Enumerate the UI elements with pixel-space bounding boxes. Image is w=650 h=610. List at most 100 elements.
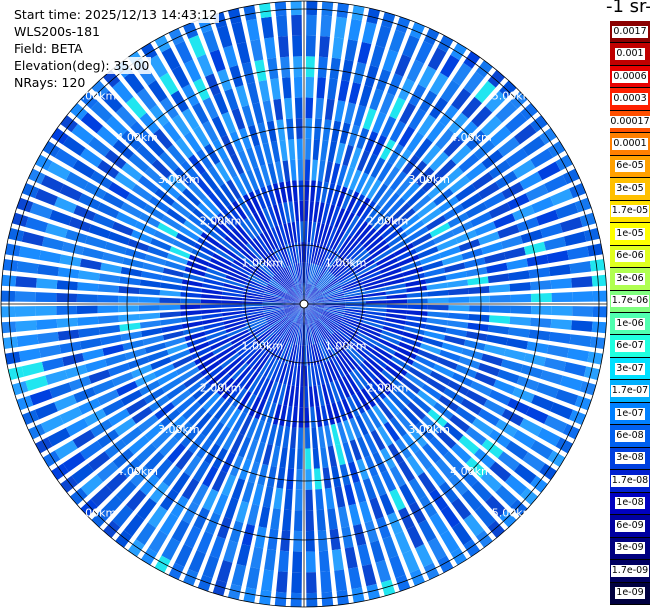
range-gate-cell — [352, 252, 371, 268]
range-gate-cell — [320, 278, 338, 292]
range-gate-cell — [305, 469, 313, 490]
range-gate-cell — [418, 519, 437, 543]
range-gate-cell — [275, 362, 285, 383]
range-gate-cell — [342, 212, 355, 233]
range-gate-cell — [65, 171, 89, 190]
range-gate-cell — [224, 235, 243, 252]
range-gate-cell — [217, 68, 233, 92]
range-gate-cell — [372, 183, 389, 204]
range-gate-cell — [221, 208, 239, 227]
colorbar-cell: 1.7e-09 — [610, 560, 650, 583]
range-gate-cell — [137, 414, 159, 433]
range-gate-cell — [147, 349, 169, 362]
range-gate-cell — [310, 323, 319, 344]
range-gate-cell — [285, 294, 304, 304]
range-gate-cell — [56, 317, 78, 328]
range-gate-cell — [427, 180, 448, 200]
range-gate-cell — [520, 229, 543, 244]
range-gate-cell — [25, 375, 49, 392]
range-gate-cell — [408, 160, 428, 181]
range-gate-cell — [461, 96, 483, 119]
range-gate-cell — [241, 62, 255, 85]
range-gate-cell — [513, 463, 537, 485]
range-gate-cell — [235, 500, 249, 523]
range-gate-cell — [78, 193, 101, 210]
colorbar: 0.0017 0.001 0.0006 0.0003 0.00017 0.0001 6e-0… — [609, 21, 650, 605]
range-gate-cell — [200, 308, 222, 314]
range-gate-cell — [131, 229, 153, 244]
range-gate-cell — [271, 360, 282, 381]
range-gate-cell — [54, 394, 77, 412]
range-gate-cell — [157, 222, 179, 238]
range-gate-cell — [300, 324, 303, 346]
range-gate-cell — [361, 21, 377, 45]
range-gate-cell — [495, 101, 518, 123]
range-gate-cell — [112, 448, 134, 469]
range-gate-cell — [282, 342, 291, 363]
range-gate-cell — [121, 426, 143, 446]
range-gate-cell — [139, 320, 162, 329]
range-gate-cell — [304, 283, 308, 304]
range-gate-cell — [321, 281, 340, 294]
range-gate-cell — [78, 270, 100, 281]
range-gate-cell — [304, 304, 325, 309]
range-gate-cell — [241, 481, 255, 504]
range-gate-cell — [188, 433, 206, 454]
range-gate-cell — [312, 139, 320, 161]
range-gate-cell — [261, 569, 274, 592]
range-gate-cell — [304, 242, 307, 263]
range-gate-cell — [82, 348, 105, 362]
range-gate-cell — [236, 41, 251, 65]
range-gate-cell — [421, 207, 442, 225]
range-gate-cell — [260, 400, 272, 422]
range-gate-cell — [305, 76, 315, 98]
range-gate-cell — [299, 304, 304, 325]
colorbar-tick-label: 6e-05 — [615, 160, 645, 173]
range-gate-cell — [180, 304, 201, 310]
range-gate-cell — [373, 377, 391, 396]
range-gate-cell — [170, 90, 189, 113]
range-gate-cell — [304, 386, 309, 408]
range-gate-cell — [364, 131, 379, 153]
range-gate-cell — [246, 319, 267, 329]
range-gate-cell — [279, 269, 293, 288]
range-gate-cell — [267, 381, 278, 402]
range-gate-cell — [202, 29, 220, 53]
range-gate-cell — [510, 305, 532, 315]
range-gate-cell — [380, 139, 396, 161]
range-gate-cell — [349, 217, 365, 237]
range-gate-cell — [264, 37, 277, 59]
range-gate-cell — [15, 320, 37, 332]
colorbar-cell: 3e-05 — [610, 178, 650, 201]
range-gate-cell — [206, 330, 227, 341]
range-gate-cell — [365, 304, 387, 308]
range-gate-cell — [59, 184, 83, 202]
range-gate-cell — [407, 304, 428, 310]
range-gate-cell — [297, 159, 304, 181]
range-gate-cell — [227, 8, 242, 25]
range-gate-cell — [458, 153, 480, 173]
range-gate-cell — [500, 235, 523, 249]
range-gate-cell — [291, 323, 299, 344]
range-gate-cell — [317, 363, 325, 385]
range-gate-cell — [388, 555, 406, 579]
range-gate-cell — [123, 513, 145, 537]
range-gate-cell — [377, 425, 393, 447]
range-gate-cell — [343, 350, 359, 368]
range-gate-cell — [291, 572, 302, 594]
range-gate-cell — [387, 392, 406, 411]
range-gate-cell — [37, 264, 59, 277]
range-gate-cell — [265, 254, 280, 272]
range-gate-cell — [166, 207, 187, 225]
range-gate-cell — [463, 257, 486, 269]
range-gate-cell — [589, 258, 606, 272]
colorbar-cell: 3e-07 — [610, 357, 650, 381]
range-gate-cell — [563, 231, 587, 247]
range-gate-cell — [312, 266, 323, 286]
range-gate-cell — [350, 343, 368, 359]
range-gate-cell — [512, 429, 536, 449]
range-gate-cell — [339, 323, 359, 335]
range-gate-cell — [304, 284, 313, 304]
range-gate-cell — [403, 272, 425, 282]
range-gate-cell — [326, 382, 336, 404]
